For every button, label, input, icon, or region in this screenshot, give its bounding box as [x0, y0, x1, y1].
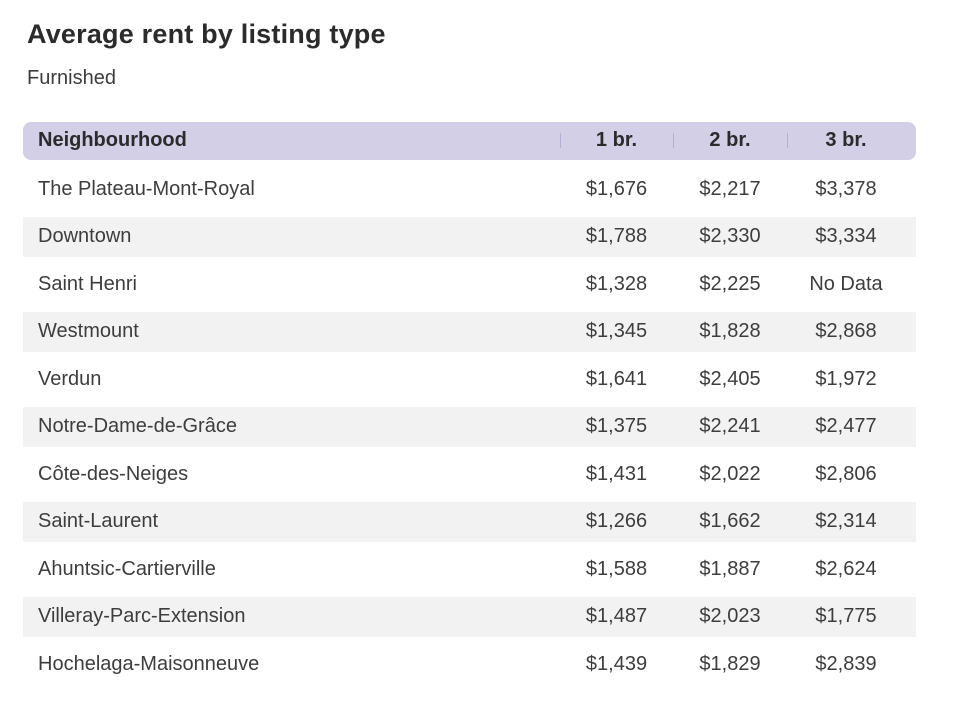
neighbourhood-cell: Hochelaga-Maisonneuve	[38, 652, 260, 675]
rent-3br-cell: $2,624	[815, 557, 877, 580]
rent-2br-cell: $1,887	[699, 557, 761, 580]
rent-2br-cell: $2,023	[699, 605, 761, 628]
rent-3br-cell: $2,806	[815, 462, 877, 485]
rent-2br-cell: $2,405	[699, 367, 761, 390]
rent-1br-cell: $1,641	[585, 367, 648, 390]
table-row: Côte-des-Neiges $1,431 $2,022 $2,806	[23, 451, 916, 499]
rent-2br-cell: $1,662	[699, 510, 761, 533]
rent-3br-cell: $2,868	[815, 320, 877, 343]
neighbourhood-cell: Villeray-Parc-Extension	[38, 605, 246, 628]
rent-2br-cell: $2,241	[699, 415, 761, 438]
column-header-neighbourhood: Neighbourhood	[38, 129, 187, 152]
rent-1br-cell: $1,676	[585, 177, 648, 200]
rent-1br-cell: $1,588	[585, 557, 648, 580]
rent-table: Neighbourhood 1 br. 2 br. 3 br. The Plat…	[23, 121, 916, 689]
rent-2br-cell: $1,829	[699, 652, 761, 675]
table-body: The Plateau-Mont-Royal $1,676 $2,217 $3,…	[23, 166, 916, 689]
rent-3br-cell: $1,972	[815, 367, 877, 390]
rent-1br-cell: $1,328	[585, 272, 648, 295]
table-header-row: Neighbourhood 1 br. 2 br. 3 br.	[23, 121, 916, 160]
rent-3br-cell: $1,775	[815, 605, 877, 628]
table-row: Villeray-Parc-Extension $1,487 $2,023 $1…	[23, 593, 916, 641]
rent-2br-cell: $2,225	[699, 272, 761, 295]
table-row: Ahuntsic-Cartierville $1,588 $1,887 $2,6…	[23, 546, 916, 594]
page-title: Average rent by listing type	[27, 19, 386, 49]
table-row: Notre-Dame-de-Grâce $1,375 $2,241 $2,477	[23, 403, 916, 451]
neighbourhood-cell: Côte-des-Neiges	[38, 462, 189, 485]
table-row: Westmount $1,345 $1,828 $2,868	[23, 308, 916, 356]
column-header-3br: 3 br.	[787, 129, 916, 152]
rent-3br-cell: $2,839	[815, 652, 877, 675]
neighbourhood-cell: Saint Henri	[38, 272, 137, 295]
neighbourhood-cell: Downtown	[38, 225, 132, 248]
neighbourhood-cell: Saint-Laurent	[38, 510, 159, 533]
table-row: Hochelaga-Maisonneuve $1,439 $1,829 $2,8…	[23, 641, 916, 689]
neighbourhood-cell: Ahuntsic-Cartierville	[38, 557, 216, 580]
rent-2br-cell: $2,330	[699, 225, 761, 248]
page-subtitle: Furnished	[27, 66, 116, 89]
table-row: The Plateau-Mont-Royal $1,676 $2,217 $3,…	[23, 166, 916, 214]
rent-3br-cell: $2,314	[815, 510, 877, 533]
rent-1br-cell: $1,345	[585, 320, 648, 343]
rent-3br-cell: No Data	[809, 272, 883, 295]
table-row: Saint-Laurent $1,266 $1,662 $2,314	[23, 498, 916, 546]
rent-3br-cell: $2,477	[815, 415, 877, 438]
column-header-2br: 2 br.	[673, 129, 787, 152]
neighbourhood-cell: Verdun	[38, 367, 102, 390]
rent-1br-cell: $1,431	[585, 462, 648, 485]
column-header-1br: 1 br.	[560, 129, 673, 152]
rent-1br-cell: $1,788	[585, 225, 648, 248]
table-row: Saint Henri $1,328 $2,225 No Data	[23, 261, 916, 309]
rent-1br-cell: $1,439	[585, 652, 648, 675]
rent-1br-cell: $1,266	[585, 510, 648, 533]
rent-2br-cell: $2,022	[699, 462, 761, 485]
rent-2br-cell: $2,217	[699, 177, 761, 200]
table-row: Verdun $1,641 $2,405 $1,972	[23, 356, 916, 404]
rent-1br-cell: $1,375	[585, 415, 648, 438]
rent-1br-cell: $1,487	[585, 605, 648, 628]
neighbourhood-cell: Westmount	[38, 320, 139, 343]
table-row: Downtown $1,788 $2,330 $3,334	[23, 213, 916, 261]
rent-3br-cell: $3,334	[815, 225, 877, 248]
rent-3br-cell: $3,378	[815, 177, 877, 200]
neighbourhood-cell: The Plateau-Mont-Royal	[38, 177, 255, 200]
neighbourhood-cell: Notre-Dame-de-Grâce	[38, 415, 237, 438]
rent-2br-cell: $1,828	[699, 320, 761, 343]
